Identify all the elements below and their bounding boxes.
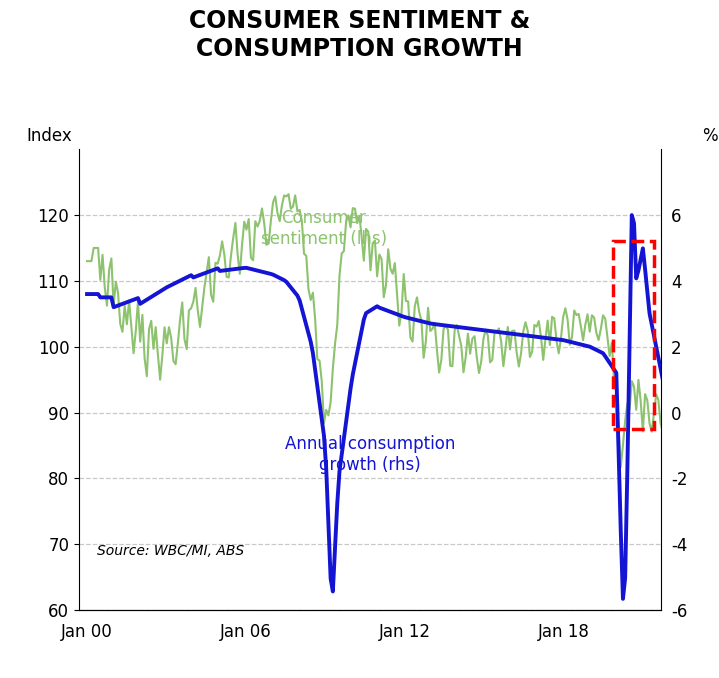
Text: %: % [702, 127, 718, 144]
Text: CONSUMER SENTIMENT &
CONSUMPTION GROWTH: CONSUMER SENTIMENT & CONSUMPTION GROWTH [189, 9, 530, 61]
Text: Consumer
sentiment (lhs): Consumer sentiment (lhs) [260, 209, 387, 248]
Text: Annual consumption
growth (rhs): Annual consumption growth (rhs) [285, 435, 455, 474]
Text: Source: WBC/MI, ABS: Source: WBC/MI, ABS [96, 544, 244, 558]
Bar [613, 241, 654, 429]
Text: Index: Index [27, 127, 73, 144]
